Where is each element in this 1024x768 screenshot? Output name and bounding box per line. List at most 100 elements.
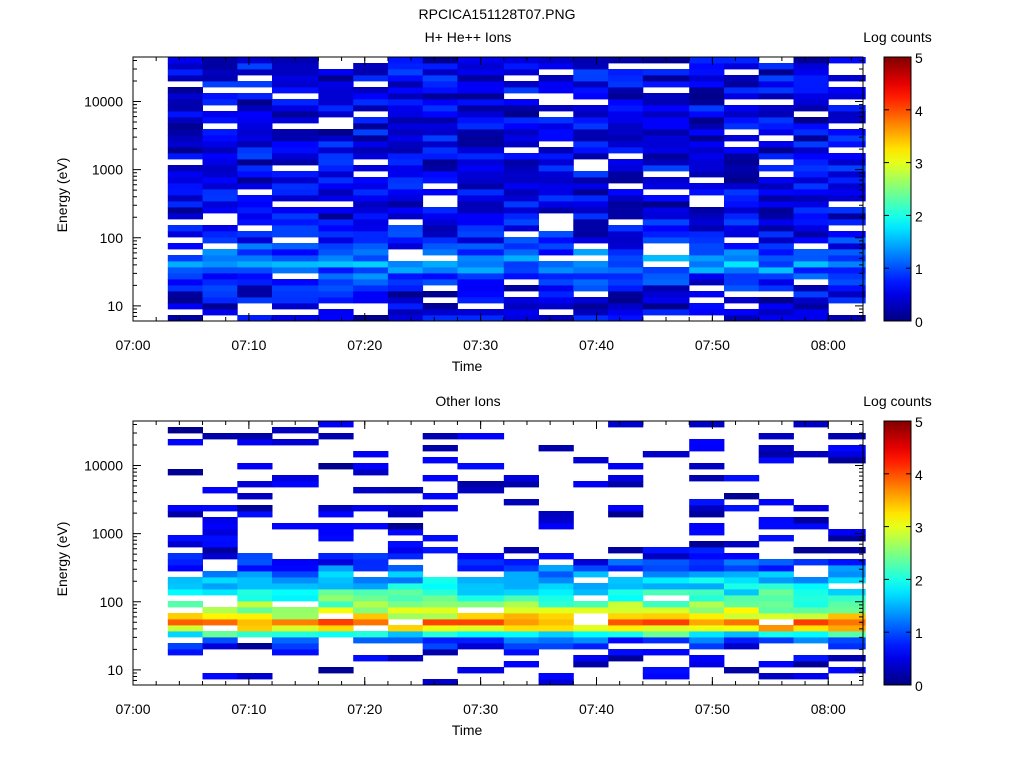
heatmap-cell	[828, 655, 866, 662]
heatmap-cell	[272, 595, 319, 602]
heatmap-cell	[387, 309, 424, 316]
heatmap-cell	[724, 589, 760, 596]
heatmap-cell	[202, 177, 238, 184]
heatmap-cell	[237, 249, 273, 256]
heatmap-cell	[793, 249, 829, 256]
heatmap-cell	[503, 201, 539, 208]
heatmap-cell	[422, 57, 458, 64]
heatmap-cell	[573, 213, 609, 220]
y-tick-label: 10000	[84, 94, 123, 110]
heatmap-cell	[167, 57, 203, 64]
heatmap-cell	[237, 505, 273, 512]
heatmap-cell	[387, 63, 424, 70]
heatmap-cell	[202, 129, 238, 136]
heatmap-cell	[387, 285, 424, 292]
heatmap-cell	[353, 69, 389, 76]
heatmap-cell	[202, 69, 238, 76]
heatmap-cell	[272, 613, 319, 620]
heatmap-cell	[318, 81, 354, 88]
heatmap-cell	[608, 481, 644, 488]
heatmap-cell	[503, 649, 539, 656]
heatmap-cell	[724, 273, 760, 280]
heatmap-cell	[793, 57, 829, 64]
heatmap-cell	[457, 195, 505, 202]
heatmap-cell	[202, 201, 238, 208]
heatmap-cell	[318, 529, 354, 536]
heatmap-cell	[689, 589, 725, 596]
heatmap-cell	[457, 171, 505, 178]
heatmap-cell	[422, 243, 458, 250]
heatmap-cell	[272, 87, 319, 94]
heatmap-cell	[457, 213, 505, 220]
heatmap-cell	[503, 153, 539, 160]
heatmap-cell	[387, 297, 424, 304]
heatmap-cell	[457, 601, 505, 608]
heatmap-cell	[202, 117, 238, 124]
heatmap-cell	[538, 237, 574, 244]
heatmap-cell	[167, 165, 203, 172]
heatmap-cell	[272, 255, 319, 262]
heatmap-cell	[828, 535, 866, 542]
heatmap-cell	[724, 285, 760, 292]
heatmap-cell	[793, 297, 829, 304]
heatmap-cell	[828, 529, 866, 536]
heatmap-cell	[167, 469, 203, 476]
heatmap-cell	[422, 177, 458, 184]
heatmap-cell	[272, 643, 319, 650]
heatmap-cell	[828, 153, 866, 160]
heatmap-cell	[202, 517, 238, 524]
heatmap-cell	[237, 463, 273, 470]
heatmap-cell	[608, 177, 644, 184]
heatmap-cell	[167, 225, 203, 232]
heatmap-cell	[167, 111, 203, 118]
heatmap-cell	[387, 123, 424, 130]
heatmap-cell	[724, 147, 760, 154]
heatmap-cell	[387, 69, 424, 76]
heatmap-cell	[422, 267, 458, 274]
heatmap-cell	[642, 75, 690, 82]
heatmap-cell	[758, 451, 794, 458]
heatmap-cell	[758, 105, 794, 112]
heatmap-cell	[828, 177, 866, 184]
heatmap-cell	[724, 57, 760, 64]
heatmap-cell	[793, 547, 829, 554]
heatmap-cell	[237, 643, 273, 650]
heatmap-cell	[318, 505, 354, 512]
heatmap-cell	[724, 183, 760, 190]
heatmap-cell	[642, 69, 690, 76]
heatmap-cell	[758, 445, 794, 452]
heatmap-cell	[318, 177, 354, 184]
heatmap-cell	[503, 177, 539, 184]
heatmap-cell	[167, 87, 203, 94]
heatmap-cell	[202, 99, 238, 106]
heatmap-cell	[689, 141, 725, 148]
heatmap-cell	[642, 631, 690, 638]
heatmap-cell	[503, 661, 539, 668]
heatmap-cell	[642, 93, 690, 100]
x-axis-label: Time	[452, 358, 483, 374]
heatmap-cell	[272, 249, 319, 256]
heatmap-cell	[237, 129, 273, 136]
heatmap-cell	[758, 577, 794, 584]
heatmap-cell	[642, 129, 690, 136]
heatmap-cell	[503, 577, 539, 584]
heatmap-cell	[457, 667, 505, 674]
heatmap-cell	[387, 565, 424, 572]
heatmap-cell	[758, 565, 794, 572]
heatmap-cell	[758, 535, 794, 542]
heatmap-cell	[202, 637, 238, 644]
heatmap-cell	[573, 135, 609, 142]
heatmap-cell	[457, 595, 505, 602]
heatmap-cell	[202, 487, 238, 494]
heatmap-cell	[167, 535, 203, 542]
heatmap-cell	[353, 213, 389, 220]
heatmap-cell	[793, 117, 829, 124]
heatmap-cell	[503, 141, 539, 148]
heatmap-cell	[608, 135, 644, 142]
heatmap-cell	[167, 297, 203, 304]
heatmap-cell	[237, 243, 273, 250]
heatmap-cell	[272, 649, 319, 656]
heatmap-cell	[353, 261, 389, 268]
heatmap-cell	[793, 87, 829, 94]
heatmap-cell	[573, 249, 609, 256]
